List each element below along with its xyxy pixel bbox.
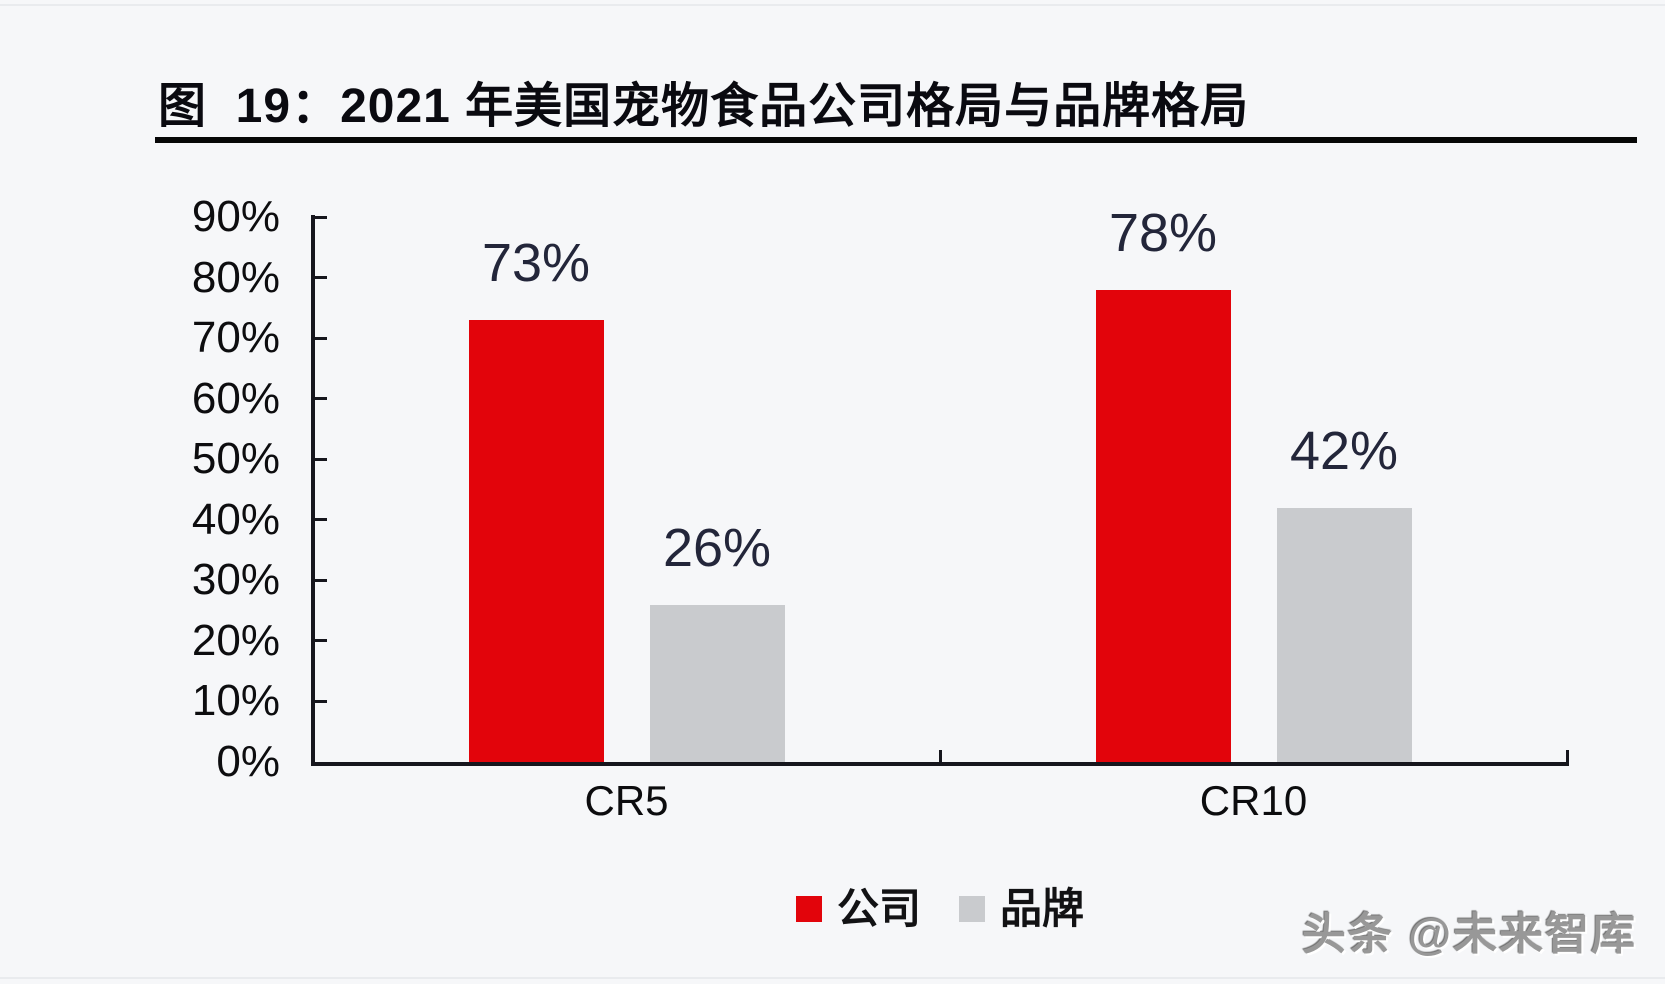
- legend-swatch-brand: [959, 896, 985, 922]
- bar-brand-cr5: [649, 604, 785, 762]
- figure-title: 图 19：2021 年美国宠物食品公司格局与品牌格局: [158, 80, 1250, 133]
- y-axis-tick: [313, 457, 327, 461]
- x-axis-tick: [1565, 750, 1569, 762]
- y-axis-tick: [313, 578, 327, 582]
- y-axis-tick: [313, 639, 327, 643]
- y-axis-tick: [313, 336, 327, 340]
- x-category-label-cr10: CR10: [1199, 777, 1308, 824]
- y-axis-line: [311, 215, 315, 766]
- y-axis-tick-label: 10%: [191, 676, 280, 726]
- bar-brand-cr10: [1276, 507, 1412, 762]
- y-axis-tick: [313, 397, 327, 401]
- legend-label-brand: 品牌: [1000, 885, 1085, 932]
- value-label-company-cr5: 73%: [481, 232, 591, 293]
- y-axis-tick-label: 80%: [191, 252, 280, 302]
- bar-company-cr5: [468, 319, 604, 762]
- y-axis-tick-label: 0%: [216, 737, 280, 786]
- y-axis-tick-label: 50%: [191, 434, 280, 484]
- x-axis-line: [311, 762, 1569, 766]
- y-axis-tick: [313, 699, 327, 703]
- top-hairline: [0, 4, 1665, 6]
- y-axis-tick-label: 20%: [191, 615, 280, 665]
- y-axis-tick: [313, 215, 327, 219]
- value-label-brand-cr5: 26%: [662, 517, 772, 578]
- x-axis-tick: [938, 750, 942, 762]
- y-axis-tick-label: 70%: [191, 313, 280, 363]
- legend-label-company: 公司: [836, 885, 921, 932]
- title-divider: [155, 137, 1637, 143]
- legend-item-company: 公司: [795, 885, 921, 932]
- y-axis-tick-label: 40%: [191, 494, 280, 544]
- bottom-hairline: [0, 977, 1665, 979]
- legend-swatch-company: [795, 896, 822, 922]
- chart-legend: 公司 品牌: [313, 886, 1567, 932]
- value-label-brand-cr10: 42%: [1289, 420, 1399, 481]
- y-axis-tick: [313, 276, 327, 280]
- x-category-label-cr5: CR5: [584, 777, 669, 824]
- watermark: 头条 @未来智库: [1301, 910, 1637, 959]
- y-axis-tick-label: 30%: [191, 555, 280, 605]
- legend-item-brand: 品牌: [959, 886, 1084, 932]
- y-axis-tick-label: 60%: [191, 373, 280, 423]
- value-label-company-cr10: 78%: [1108, 202, 1218, 263]
- y-axis-tick-label: 90%: [191, 192, 280, 241]
- y-axis-tick: [313, 518, 327, 522]
- bar-company-cr10: [1095, 289, 1231, 762]
